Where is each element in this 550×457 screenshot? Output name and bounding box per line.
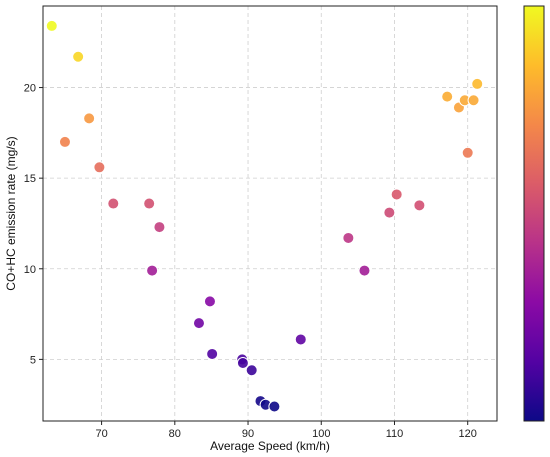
- data-point: [413, 199, 426, 212]
- data-points: [45, 19, 484, 413]
- data-point: [461, 146, 474, 159]
- colorbar: [523, 5, 545, 422]
- data-point: [45, 19, 58, 32]
- x-tick-label: 70: [95, 428, 107, 440]
- data-point: [268, 400, 281, 413]
- data-point: [390, 188, 403, 201]
- y-tick-label: 10: [24, 264, 36, 276]
- y-tick-label: 15: [24, 173, 36, 185]
- y-tick-label: 20: [24, 83, 36, 95]
- data-point: [146, 264, 159, 277]
- y-axis-label: CO+HC emission rate (mg/s): [4, 136, 18, 290]
- data-point: [294, 333, 307, 346]
- data-point: [107, 197, 120, 210]
- x-tick-label: 90: [242, 428, 254, 440]
- data-point: [467, 94, 480, 107]
- data-point: [83, 112, 96, 125]
- data-point: [143, 197, 156, 210]
- data-point: [441, 90, 454, 103]
- x-tick-label: 100: [312, 428, 330, 440]
- x-tick-label: 110: [386, 428, 404, 440]
- x-axis-label: Average Speed (km/h): [210, 439, 330, 453]
- x-tick-label: 120: [459, 428, 477, 440]
- y-axis-ticks: 5 10 15 20: [24, 83, 43, 366]
- x-axis-ticks: 70 80 90 100 110 120: [95, 421, 477, 440]
- data-point: [203, 295, 216, 308]
- data-point: [58, 135, 71, 148]
- grid: [43, 6, 497, 421]
- data-point: [206, 347, 219, 360]
- data-point: [471, 77, 484, 90]
- data-point: [342, 231, 355, 244]
- data-point: [383, 206, 396, 219]
- data-point: [153, 221, 166, 234]
- data-point: [236, 357, 249, 370]
- data-point: [358, 264, 371, 277]
- plot-frame: [42, 5, 498, 422]
- data-point: [192, 317, 205, 330]
- x-tick-label: 80: [169, 428, 181, 440]
- y-tick-label: 5: [30, 354, 36, 366]
- data-point: [72, 50, 85, 63]
- data-point: [245, 364, 258, 377]
- data-point: [93, 161, 106, 174]
